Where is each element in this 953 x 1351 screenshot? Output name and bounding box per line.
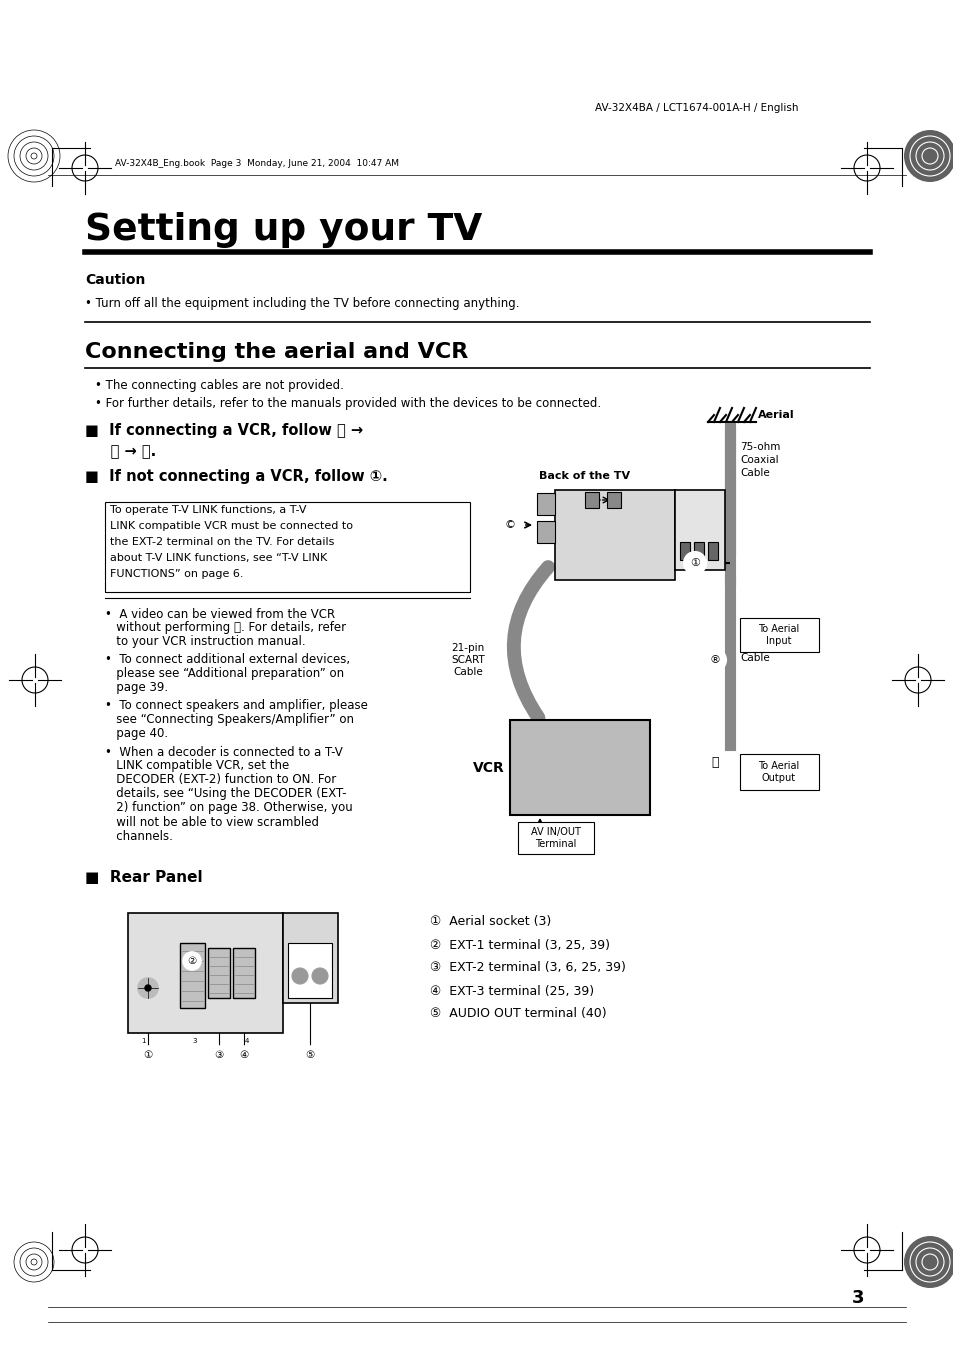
FancyBboxPatch shape <box>740 754 818 790</box>
Text: ①: ① <box>689 558 700 567</box>
Text: Setting up your TV: Setting up your TV <box>85 212 482 249</box>
Text: • For further details, refer to the manuals provided with the devices to be conn: • For further details, refer to the manu… <box>95 397 600 411</box>
Text: LINK compatible VCR, set the: LINK compatible VCR, set the <box>105 759 289 773</box>
Text: 3: 3 <box>193 1038 197 1044</box>
Text: Caution: Caution <box>85 273 145 286</box>
Text: 4: 4 <box>245 1038 249 1044</box>
Text: channels.: channels. <box>105 830 172 843</box>
Circle shape <box>903 1236 953 1288</box>
Circle shape <box>903 130 953 182</box>
Text: To Aerial
Input: To Aerial Input <box>758 624 799 646</box>
Text: ④  EXT-3 terminal (25, 39): ④ EXT-3 terminal (25, 39) <box>430 985 594 997</box>
Bar <box>288 943 332 998</box>
Text: Aerial: Aerial <box>758 409 794 420</box>
Text: VCR: VCR <box>473 761 504 775</box>
Circle shape <box>683 553 705 574</box>
Text: about T-V LINK functions, see “T-V LINK: about T-V LINK functions, see “T-V LINK <box>110 553 327 563</box>
Bar <box>283 913 337 1002</box>
Bar <box>510 720 649 815</box>
Text: page 40.: page 40. <box>105 727 168 740</box>
Text: Connecting the aerial and VCR: Connecting the aerial and VCR <box>85 342 468 362</box>
Text: ■  Rear Panel: ■ Rear Panel <box>85 870 202 885</box>
Circle shape <box>498 513 520 536</box>
Circle shape <box>139 1046 157 1065</box>
Text: ■  If not connecting a VCR, follow ①.: ■ If not connecting a VCR, follow ①. <box>85 470 387 485</box>
Circle shape <box>292 969 308 984</box>
FancyBboxPatch shape <box>740 617 818 653</box>
Text: see “Connecting Speakers/Amplifier” on: see “Connecting Speakers/Amplifier” on <box>105 713 354 727</box>
Bar <box>537 521 555 543</box>
Circle shape <box>703 751 725 773</box>
Circle shape <box>145 985 151 992</box>
Text: Ⓑ → Ⓒ.: Ⓑ → Ⓒ. <box>85 444 156 459</box>
Circle shape <box>210 1046 228 1065</box>
Bar <box>675 490 724 570</box>
Text: • The connecting cables are not provided.: • The connecting cables are not provided… <box>95 380 343 393</box>
Text: ①: ① <box>143 1050 152 1061</box>
Text: 75-ohm
Coaxial
Cable: 75-ohm Coaxial Cable <box>740 442 780 478</box>
Circle shape <box>183 952 201 970</box>
Text: to your VCR instruction manual.: to your VCR instruction manual. <box>105 635 305 648</box>
Text: ■  If connecting a VCR, follow Ⓐ →: ■ If connecting a VCR, follow Ⓐ → <box>85 423 363 438</box>
Text: ②: ② <box>187 957 196 966</box>
Text: FUNCTIONS” on page 6.: FUNCTIONS” on page 6. <box>110 569 243 580</box>
Bar <box>537 493 555 515</box>
Text: AV-32X4B_Eng.book  Page 3  Monday, June 21, 2004  10:47 AM: AV-32X4B_Eng.book Page 3 Monday, June 21… <box>115 158 398 168</box>
Text: ③  EXT-2 terminal (3, 6, 25, 39): ③ EXT-2 terminal (3, 6, 25, 39) <box>430 962 625 974</box>
Text: Back of the TV: Back of the TV <box>538 471 630 481</box>
Text: ②  EXT-1 terminal (3, 25, 39): ② EXT-1 terminal (3, 25, 39) <box>430 939 609 951</box>
Bar <box>233 948 254 998</box>
Text: To operate T-V LINK functions, a T-V: To operate T-V LINK functions, a T-V <box>110 505 306 515</box>
Circle shape <box>703 751 725 773</box>
Bar <box>584 492 598 508</box>
Text: DECODER (EXT-2) function to ON. For: DECODER (EXT-2) function to ON. For <box>105 774 335 786</box>
Text: ©: © <box>504 520 515 530</box>
Text: ④: ④ <box>239 1050 249 1061</box>
Text: without performing Ⓒ. For details, refer: without performing Ⓒ. For details, refer <box>105 621 346 635</box>
Bar <box>180 943 205 1008</box>
Text: •  To connect speakers and amplifier, please: • To connect speakers and amplifier, ple… <box>105 700 368 712</box>
Bar <box>555 490 675 580</box>
FancyBboxPatch shape <box>517 821 594 854</box>
Text: 75-ohm
Coaxial
Cable: 75-ohm Coaxial Cable <box>740 627 780 663</box>
Bar <box>693 542 703 561</box>
Text: • Turn off all the equipment including the TV before connecting anything.: • Turn off all the equipment including t… <box>85 296 519 309</box>
Text: will not be able to view scrambled: will not be able to view scrambled <box>105 816 318 828</box>
Circle shape <box>703 648 725 671</box>
Text: AV IN/OUT
Terminal: AV IN/OUT Terminal <box>531 827 580 850</box>
Text: page 39.: page 39. <box>105 681 168 694</box>
Text: To Aerial
Output: To Aerial Output <box>758 761 799 784</box>
Circle shape <box>138 978 158 998</box>
Text: 21-pin
SCART
Cable: 21-pin SCART Cable <box>451 643 484 677</box>
Bar <box>606 492 620 508</box>
Text: •  To connect additional external devices,: • To connect additional external devices… <box>105 654 350 666</box>
Text: the EXT-2 terminal on the TV. For details: the EXT-2 terminal on the TV. For detail… <box>110 536 334 547</box>
Text: •  When a decoder is connected to a T-V: • When a decoder is connected to a T-V <box>105 746 342 758</box>
FancyArrowPatch shape <box>514 567 548 717</box>
Text: LINK compatible VCR must be connected to: LINK compatible VCR must be connected to <box>110 521 353 531</box>
Text: •  A video can be viewed from the VCR: • A video can be viewed from the VCR <box>105 608 335 620</box>
Text: 1: 1 <box>141 1038 145 1044</box>
Text: Ⓐ: Ⓐ <box>711 755 718 769</box>
Bar <box>679 542 689 561</box>
Bar <box>208 948 230 998</box>
Circle shape <box>301 1046 318 1065</box>
Bar <box>105 503 470 592</box>
Text: details, see “Using the DECODER (EXT-: details, see “Using the DECODER (EXT- <box>105 788 346 801</box>
Circle shape <box>312 969 328 984</box>
Circle shape <box>234 1046 253 1065</box>
Text: ⑤  AUDIO OUT terminal (40): ⑤ AUDIO OUT terminal (40) <box>430 1008 606 1020</box>
Text: ③: ③ <box>214 1050 223 1061</box>
Bar <box>128 913 283 1034</box>
Bar <box>707 542 718 561</box>
Text: ®: ® <box>709 655 720 665</box>
Text: please see “Additional preparation” on: please see “Additional preparation” on <box>105 667 344 681</box>
Text: ⑤: ⑤ <box>305 1050 314 1061</box>
Text: 2) function” on page 38. Otherwise, you: 2) function” on page 38. Otherwise, you <box>105 801 353 815</box>
Text: AV-32X4BA / LCT1674-001A-H / English: AV-32X4BA / LCT1674-001A-H / English <box>595 103 798 113</box>
Text: ①  Aerial socket (3): ① Aerial socket (3) <box>430 916 551 928</box>
Text: 3: 3 <box>851 1289 863 1306</box>
